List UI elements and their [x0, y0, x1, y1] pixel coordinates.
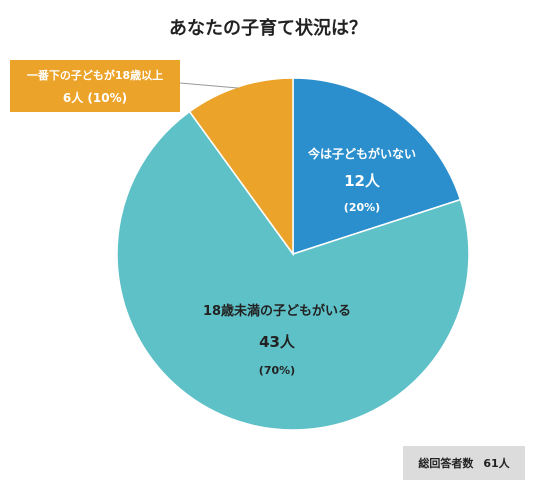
- callout-label: 一番下の子どもが18歳以上: [26, 69, 164, 82]
- chart-title: あなたの子育て状況は？: [169, 18, 367, 39]
- pie-slice-no-children: [292, 77, 462, 256]
- callout-percent: (10%): [87, 91, 128, 105]
- callout-youngest-over-18: 一番下の子どもが18歳以上 6人 (10%): [10, 60, 180, 112]
- pie-slice-under-18: [116, 110, 470, 431]
- slice-count-under-18: 43人: [259, 333, 296, 351]
- callout-count: 6人: [62, 91, 84, 105]
- callout-leader-line: [179, 82, 239, 89]
- pie-slice-youngest-over-18: [188, 77, 294, 257]
- callout-value: 6人 (10%): [10, 89, 180, 106]
- total-value: 61人: [483, 457, 510, 470]
- slice-count-no-children: 12人: [344, 172, 381, 190]
- total-respondents-box: 総回答者数 61人: [403, 446, 525, 480]
- total-label: 総回答者数: [418, 457, 474, 470]
- slice-percent-under-18: (70%): [259, 364, 295, 377]
- slice-label-no-children: 今は子どもがいない: [307, 146, 416, 161]
- slice-percent-no-children: (20%): [344, 201, 380, 214]
- slice-label-under-18: 18歳未満の子どもがいる: [203, 303, 351, 319]
